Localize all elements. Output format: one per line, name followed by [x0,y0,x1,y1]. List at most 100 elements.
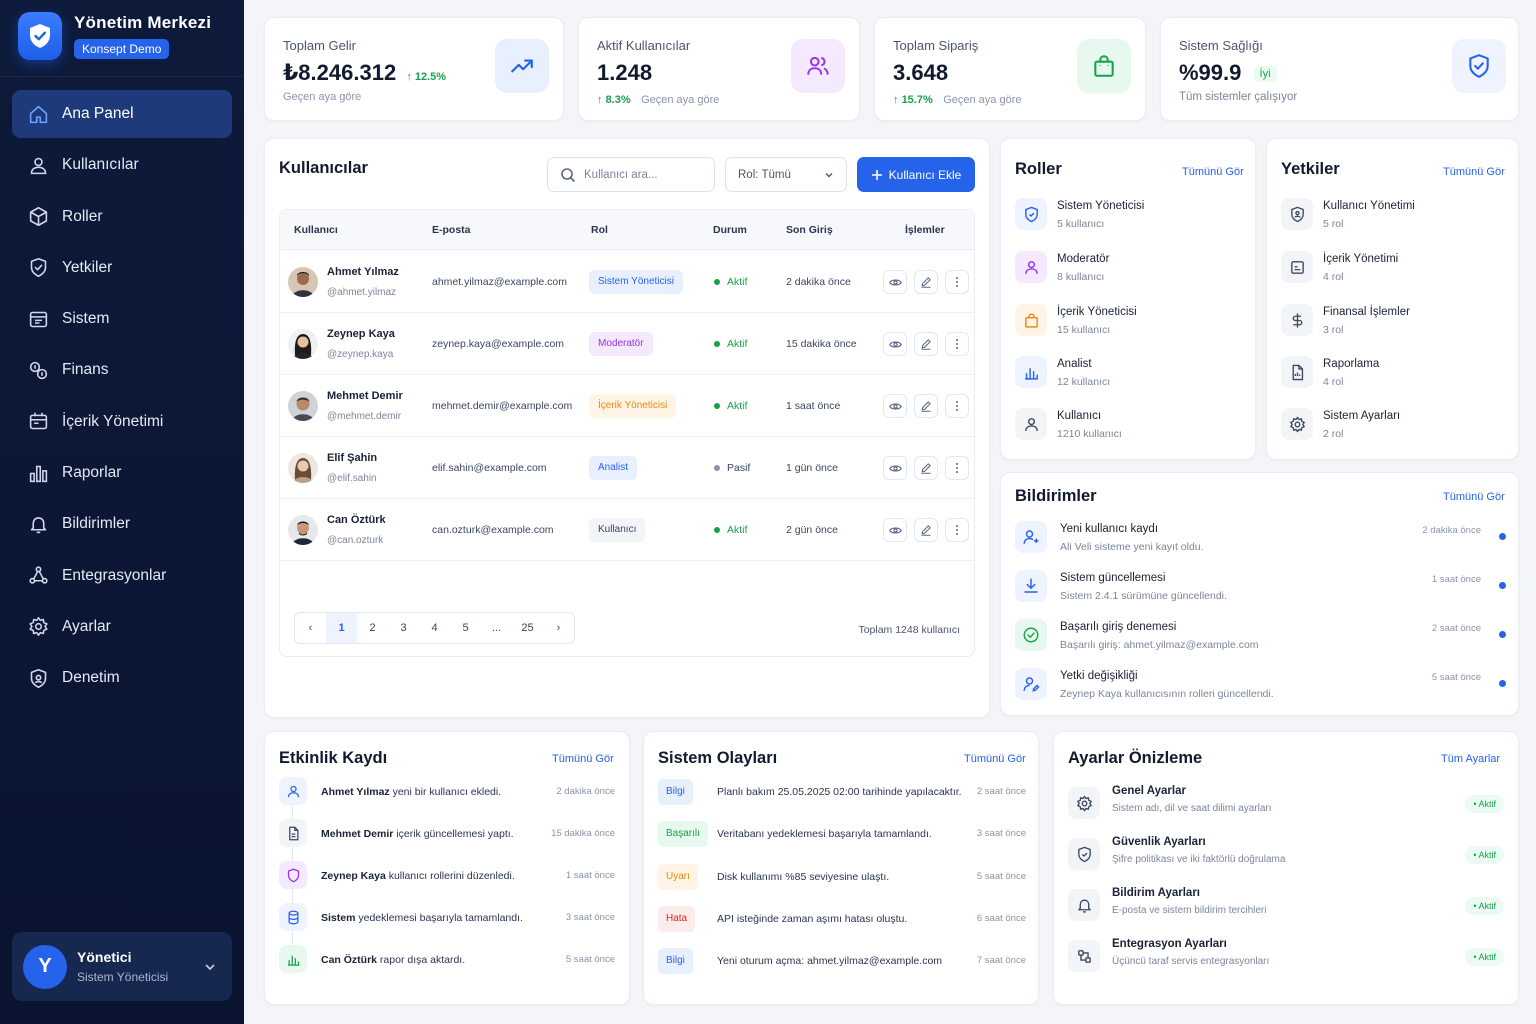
brand[interactable]: Yönetim Merkezi Konsept Demo [18,12,211,60]
pencil-icon [921,277,931,288]
view-button[interactable] [883,394,907,418]
activity-item: Ahmet Yılmaz yeni bir kullanıcı ekledi. … [279,777,615,809]
role-name: Kullanıcı [1057,410,1102,422]
view-button[interactable] [883,518,907,542]
table-row[interactable]: Can Öztürk @can.ozturk can.ozturk@exampl… [280,499,974,561]
list-item[interactable]: Analist 12 kullanıcı [1015,356,1245,404]
stat-card-active-users: Aktif Kullanıcılar 1.248 ↑ 8.3% Geçen ay… [578,17,860,121]
sidebar-item-raporlar[interactable]: Raporlar [12,449,232,497]
view-all-link[interactable]: Tümünü Gör [1443,491,1505,503]
eye-icon [888,402,902,410]
view-button[interactable] [883,456,907,480]
more-vertical-icon [956,277,958,287]
list-item[interactable]: Kullanıcı Yönetimi 5 rol [1281,198,1506,246]
page-button[interactable]: 1 [326,613,357,643]
eye-icon [888,526,902,534]
role-filter-select[interactable]: Rol: Tümü [725,157,847,192]
stat-label: Toplam Sipariş [893,38,979,53]
view-button[interactable] [883,332,907,356]
notification-item[interactable]: Yeni kullanıcı kaydı Ali Veli sisteme ye… [1015,521,1506,569]
settings-title: Bildirim Ayarları [1112,887,1200,899]
integration-icon [1068,940,1100,972]
role-count: 8 kullanıcı [1057,271,1105,283]
event-item: Bilgi Yeni oturum açma: ahmet.yilmaz@exa… [658,946,1026,978]
view-all-link[interactable]: Tümünü Gör [964,753,1026,765]
sidebar-item-ana-panel[interactable]: Ana Panel [12,90,232,138]
list-item[interactable]: İçerik Yönetimi 4 rol [1281,251,1506,299]
sidebar-item-denetim[interactable]: Denetim [12,654,232,702]
notification-item[interactable]: Başarılı giriş denemesi Başarılı giriş: … [1015,619,1506,667]
list-item[interactable]: Raporlama 4 rol [1281,356,1506,404]
page-button[interactable]: 25 [521,622,534,634]
next-page-button[interactable]: › [556,622,561,634]
user-name: Elif Şahin [327,452,378,464]
last-login: 1 saat önce [786,400,841,412]
sidebar-item-bildirimler[interactable]: Bildirimler [12,500,232,548]
edit-button[interactable] [914,332,938,356]
sidebar-item-finans[interactable]: Finans [12,346,232,394]
view-all-link[interactable]: Tümünü Gör [552,753,614,765]
notification-title: Yeni kullanıcı kaydı [1060,523,1159,535]
list-item[interactable]: Sistem Yöneticisi 5 kullanıcı [1015,198,1245,246]
table-row[interactable]: Mehmet Demir @mehmet.demir mehmet.demir@… [280,375,974,437]
role-badge: Moderatör [589,332,653,356]
page-button[interactable]: 2 [369,622,376,634]
sidebar-item-roller[interactable]: Roller [12,193,232,241]
trend-up-icon [495,39,549,93]
more-button[interactable] [945,394,969,418]
view-all-link[interactable]: Tümünü Gör [1443,166,1505,178]
add-user-button[interactable]: Kullanıcı Ekle [857,157,975,192]
view-button[interactable] [883,270,907,294]
more-button[interactable] [945,270,969,294]
edit-button[interactable] [914,270,938,294]
settings-item[interactable]: Güvenlik Ayarları Şifre politikası ve ik… [1068,836,1504,884]
activity-item: Zeynep Kaya kullanıcı rollerini düzenled… [279,861,615,893]
settings-item[interactable]: Bildirim Ayarları E-posta ve sistem bild… [1068,887,1504,935]
sidebar-item-ayarlar[interactable]: Ayarlar [12,603,232,651]
search-input[interactable]: Kullanıcı ara... [547,157,715,192]
view-all-link[interactable]: Tümünü Gör [1182,166,1244,178]
list-item[interactable]: İçerik Yöneticisi 15 kullanıcı [1015,304,1245,352]
sidebar-item-kullanicilar[interactable]: Kullanıcılar [12,141,232,189]
list-item[interactable]: Finansal İşlemler 3 rol [1281,304,1506,352]
event-item: Uyarı Disk kullanımı %85 seviyesine ulaş… [658,862,1026,894]
sidebar-item-sistem[interactable]: Sistem [12,295,232,343]
more-button[interactable] [945,518,969,542]
sidebar-item-entegrasyonlar[interactable]: Entegrasyonlar [12,552,232,600]
notification-item[interactable]: Yetki değişikliği Zeynep Kaya kullanıcıs… [1015,668,1506,716]
users-panel: Kullanıcılar Kullanıcı ara... Rol: Tümü … [264,138,990,718]
edit-button[interactable] [914,456,938,480]
notification-item[interactable]: Sistem güncellemesi Sistem 2.4.1 sürümün… [1015,570,1506,618]
user-menu[interactable]: Y Yönetici Sistem Yöneticisi [12,932,232,1001]
settings-item[interactable]: Genel Ayarlar Sistem adı, dil ve saat di… [1068,785,1504,833]
eye-icon [888,340,902,348]
event-time: 6 saat önce [976,913,1026,924]
list-item[interactable]: Moderatör 8 kullanıcı [1015,251,1245,299]
sidebar-item-yetkiler[interactable]: Yetkiler [12,244,232,292]
users-icon [791,39,845,93]
more-button[interactable] [945,332,969,356]
list-item[interactable]: Kullanıcı 1210 kullanıcı [1015,408,1245,456]
table-row[interactable]: Elif Şahin @elif.sahin elif.sahin@exampl… [280,437,974,499]
edit-button[interactable] [914,394,938,418]
total-count: Toplam 1248 kullanıcı [858,624,960,636]
settings-title: Entegrasyon Ayarları [1112,938,1227,950]
table-row[interactable]: Ahmet Yılmaz @ahmet.yilmaz ahmet.yilmaz@… [280,251,974,313]
page-button[interactable]: 3 [400,622,407,634]
permission-name: Finansal İşlemler [1323,306,1410,318]
sidebar-item-icerik-yonetimi[interactable]: İçerik Yönetimi [12,398,232,446]
page-button[interactable]: 4 [431,622,438,634]
view-all-link[interactable]: Tüm Ayarlar [1441,753,1501,765]
integration-icon [29,566,48,584]
settings-item[interactable]: Entegrasyon Ayarları Üçüncü taraf servis… [1068,938,1504,986]
user-handle: @ahmet.yilmaz [327,287,397,298]
table-row[interactable]: Zeynep Kaya @zeynep.kaya zeynep.kaya@exa… [280,313,974,375]
page-button[interactable]: 5 [462,622,469,634]
list-item[interactable]: Sistem Ayarları 2 rol [1281,408,1506,456]
notification-title: Sistem güncellemesi [1060,572,1166,584]
more-button[interactable] [945,456,969,480]
finance-icon [29,361,48,380]
prev-page-button[interactable]: ‹ [308,622,313,634]
edit-button[interactable] [914,518,938,542]
avatar [288,515,318,545]
